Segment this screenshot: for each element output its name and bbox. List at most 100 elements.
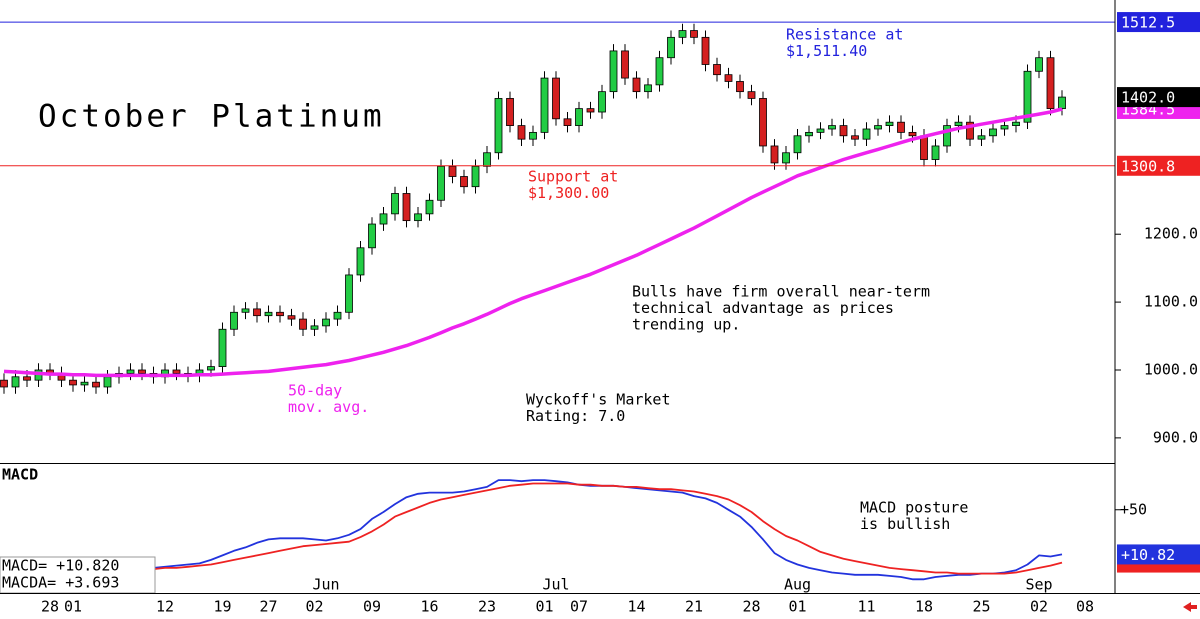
- candle-body: [644, 84, 652, 93]
- candle-body: [989, 128, 997, 137]
- x-tick-label: 27: [259, 598, 277, 616]
- x-tick-label: 01: [535, 598, 553, 616]
- y-tick-label: 1200.0: [1144, 225, 1198, 243]
- candle-body: [1023, 70, 1032, 123]
- candle-body: [920, 135, 928, 160]
- chart-title: October Platinum: [38, 99, 385, 135]
- candle-body: [1035, 57, 1043, 72]
- price-box: [1117, 87, 1200, 108]
- candle-body: [471, 165, 480, 188]
- candle-body: [80, 381, 89, 386]
- candle-body: [391, 193, 399, 215]
- x-tick-label: 25: [972, 598, 990, 616]
- candle-body: [724, 74, 733, 82]
- candle-body: [667, 36, 675, 59]
- candle-body: [218, 328, 227, 367]
- candle-body: [126, 369, 135, 374]
- price-box: [1117, 155, 1200, 176]
- candle-body: [92, 381, 100, 388]
- candle-body: [678, 30, 687, 38]
- candle-body: [770, 145, 779, 164]
- month-label: Aug: [784, 576, 811, 594]
- x-tick-label: 11: [857, 598, 875, 616]
- candle-body: [11, 376, 20, 388]
- readout-bg: [0, 556, 156, 594]
- annotation: Resistance at: [786, 26, 903, 44]
- annotation: Support at: [528, 168, 618, 186]
- candle-body: [333, 311, 342, 320]
- month-label: Jul: [542, 576, 569, 594]
- x-tick-label: 12: [156, 598, 174, 616]
- annotation: MACD posture: [860, 499, 968, 517]
- annotation: 50-day: [288, 382, 342, 400]
- series-line: [4, 482, 1063, 575]
- candle-body: [322, 318, 330, 327]
- x-tick-label: 21: [685, 598, 703, 616]
- candle-body: [759, 98, 767, 147]
- candle-body: [736, 81, 744, 93]
- candle-body: [241, 308, 250, 313]
- x-tick-label: 07: [570, 598, 588, 616]
- candle-body: [1012, 121, 1020, 126]
- price-box-label: 1402.0: [1121, 89, 1175, 107]
- x-tick-label: 28: [41, 598, 59, 616]
- y-tick-label: +50: [1120, 500, 1147, 518]
- y-tick-label: 900.0: [1153, 428, 1198, 446]
- series-line: [3, 479, 1063, 581]
- candle-body: [966, 121, 974, 140]
- candle-body: [69, 379, 77, 386]
- candle-body: [460, 176, 468, 188]
- annotation: technical advantage as prices: [632, 299, 894, 317]
- readout: MACDA= +3.693: [2, 574, 119, 592]
- candle-body: [897, 121, 905, 133]
- scroll-arrow[interactable]: [1183, 602, 1197, 612]
- candle-body: [977, 135, 986, 140]
- annotation: is bullish: [860, 515, 950, 533]
- candle-body: [954, 121, 963, 126]
- candle-body: [575, 108, 583, 126]
- candle-body: [0, 379, 8, 388]
- candle-body: [230, 311, 238, 330]
- candle-body: [356, 247, 365, 276]
- candle-body: [839, 125, 848, 137]
- candle-body: [425, 199, 434, 215]
- candle-body: [483, 152, 491, 167]
- series-line: [3, 107, 1063, 378]
- candle-body: [747, 91, 756, 99]
- plot-layer: Jun Jul Aug Sep Resistance at$1,511.40 Suppor…: [0, 21, 1115, 594]
- price-box-label: +10.82: [1121, 546, 1175, 564]
- candle-body: [816, 128, 825, 133]
- candle-body: [368, 223, 376, 249]
- candle-body: [874, 125, 882, 130]
- annotation: $1,511.40: [786, 42, 867, 60]
- candle-body: [563, 118, 572, 126]
- candle-body: [552, 77, 560, 120]
- candle-body: [609, 50, 618, 93]
- x-tick-label: 09: [363, 598, 381, 616]
- candle-body: [310, 325, 319, 330]
- candle-body: [172, 369, 181, 374]
- candle-body: [103, 376, 112, 388]
- candle-body: [1058, 96, 1066, 110]
- annotation: mov. avg.: [288, 398, 369, 416]
- x-tick-label: 01: [788, 598, 806, 616]
- candle-body: [1046, 57, 1055, 110]
- x-tick-label: 08: [1076, 598, 1094, 616]
- price-box: [1117, 12, 1200, 33]
- candle-body: [908, 131, 917, 137]
- candle-body: [529, 131, 537, 140]
- readout: MACD= +10.820: [2, 557, 119, 575]
- candle-body: [494, 98, 503, 154]
- candle-body: [253, 308, 261, 317]
- x-tick-label: 02: [305, 598, 323, 616]
- x-tick-label: 01: [64, 598, 82, 616]
- candle-body: [782, 152, 790, 164]
- price-box-label: 1512.5: [1121, 14, 1175, 32]
- x-tick-label: 19: [213, 598, 231, 616]
- candle-body: [586, 108, 595, 113]
- candle-body: [264, 311, 273, 317]
- month-label: Jun: [312, 576, 339, 594]
